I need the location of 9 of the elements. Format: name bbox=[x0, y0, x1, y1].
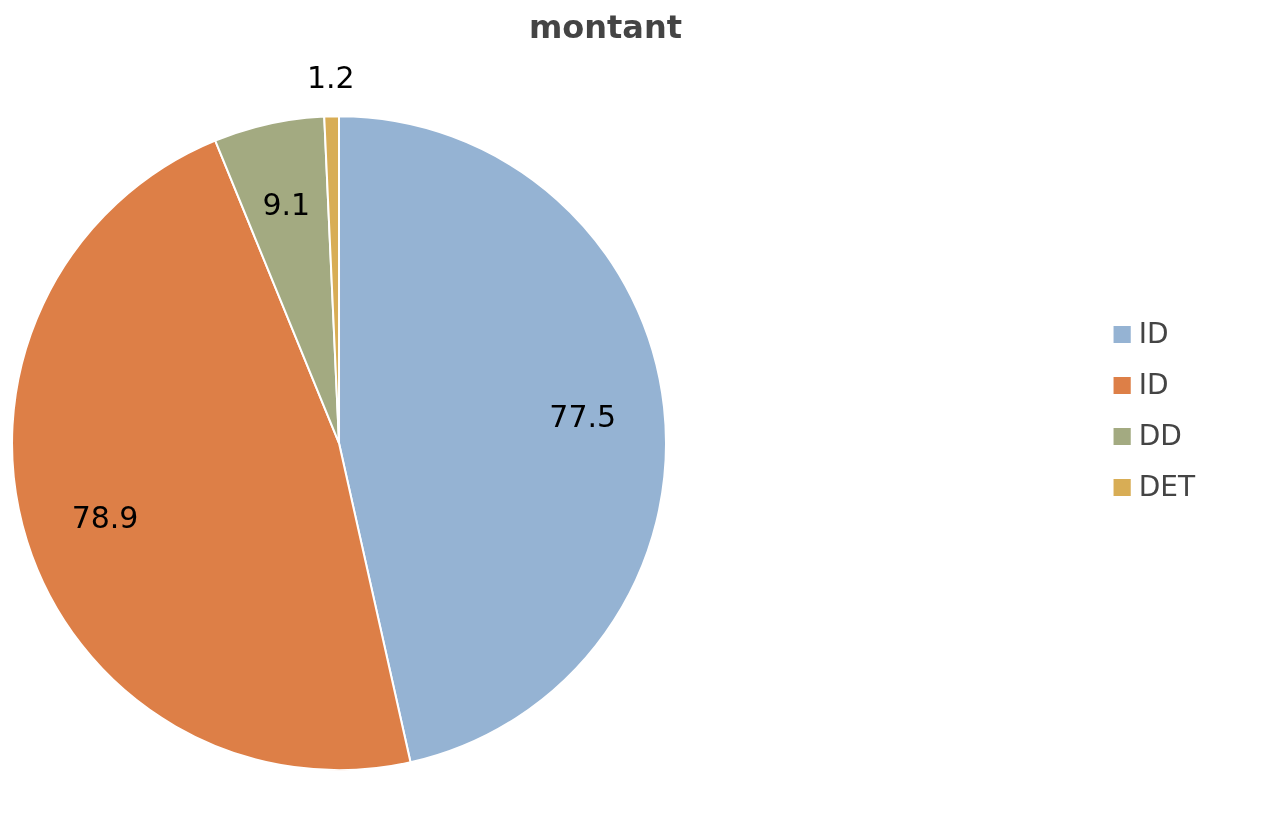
data-label: 9.1 bbox=[262, 186, 311, 222]
data-label: 1.2 bbox=[306, 59, 355, 95]
legend-label: ID bbox=[1138, 368, 1169, 401]
data-label: 77.5 bbox=[549, 399, 617, 435]
legend-label: ID bbox=[1138, 317, 1169, 350]
legend-label: DET bbox=[1138, 470, 1195, 503]
chart-title: montant bbox=[528, 7, 683, 46]
legend-label: DD bbox=[1138, 419, 1182, 452]
data-label: 78.9 bbox=[71, 499, 139, 535]
